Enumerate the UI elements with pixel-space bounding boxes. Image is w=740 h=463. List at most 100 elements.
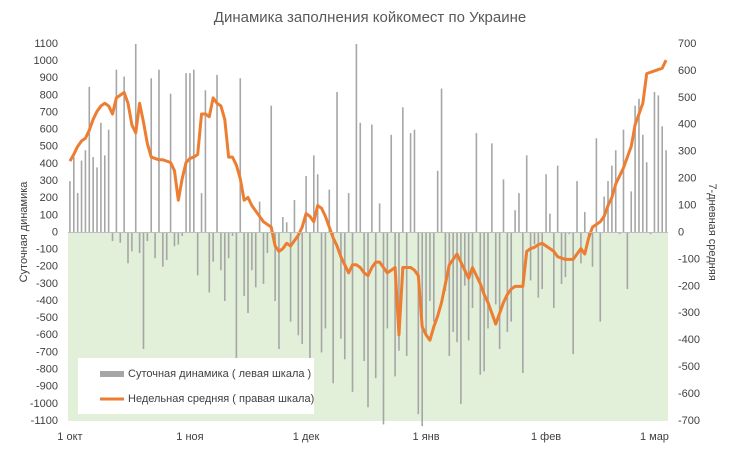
bar [599, 232, 602, 322]
bar [595, 138, 598, 233]
bar [107, 129, 110, 233]
bar [100, 122, 102, 233]
bar [324, 232, 327, 329]
bar [111, 232, 114, 242]
bar [572, 232, 574, 355]
bar [433, 232, 435, 322]
y2-tick-label: 200 [678, 173, 696, 185]
bar [491, 143, 493, 233]
y2-tick-label: 600 [678, 65, 696, 77]
bar [591, 232, 594, 267]
bar [332, 232, 334, 384]
bar [131, 232, 133, 252]
y-tick-label: -700 [36, 346, 58, 358]
bar [436, 170, 439, 233]
bar [498, 232, 501, 350]
bar [262, 232, 265, 284]
bar [154, 232, 156, 259]
bar [367, 232, 369, 408]
bar [80, 160, 83, 233]
y2-tick-label: -400 [678, 334, 700, 346]
bar [69, 181, 71, 233]
bar [405, 232, 408, 356]
bar [76, 193, 79, 233]
bar [193, 69, 195, 233]
bar [363, 232, 365, 362]
bar [92, 157, 94, 233]
y2-tick-label: 500 [678, 92, 696, 104]
bar [278, 232, 280, 350]
y-tick-label: -100 [36, 244, 58, 256]
bar [448, 232, 451, 356]
bar [301, 232, 303, 344]
bar [123, 76, 125, 233]
bar [266, 232, 269, 254]
bar [177, 232, 180, 245]
bar [343, 232, 346, 360]
bar [274, 232, 276, 302]
bar [564, 232, 567, 278]
y-tick-label: 1100 [34, 38, 58, 50]
x-tick-label: 1 дек [293, 431, 320, 443]
bar [231, 232, 234, 236]
x-tick-label: 1 мар [640, 431, 669, 443]
y-tick-label: -900 [36, 381, 58, 393]
y-tick-label: 500 [40, 141, 58, 153]
y-tick-label: -500 [36, 312, 58, 324]
bar [316, 174, 319, 233]
y-tick-label: -1000 [30, 398, 58, 410]
bar [96, 167, 98, 233]
bar [305, 175, 307, 233]
bar [138, 232, 141, 254]
bar [158, 69, 160, 233]
bar [440, 88, 443, 233]
line [68, 59, 668, 342]
bar [347, 193, 350, 233]
y2-tick-label: 700 [678, 38, 696, 50]
bar [398, 232, 400, 351]
bar [463, 232, 466, 286]
bar [134, 44, 137, 233]
bar [626, 232, 629, 290]
bar [657, 95, 660, 233]
bar [529, 232, 532, 281]
bar [642, 134, 644, 233]
y-tick-label: 0 [52, 226, 58, 238]
bar [553, 232, 555, 308]
bar [556, 165, 559, 233]
y-axis-label: Суточная динамика [18, 181, 30, 283]
bar [483, 232, 485, 372]
bar [622, 129, 625, 233]
bar [313, 155, 315, 233]
y-tick-label: 900 [40, 72, 58, 84]
chart-title: Динамика заполнения койкомест по Украине [214, 9, 526, 26]
y2-tick-label: 400 [678, 119, 696, 131]
bar [189, 73, 191, 233]
bar [293, 199, 296, 233]
bar [216, 74, 218, 233]
y2-axis-label: 7-дневная средняя [706, 183, 718, 280]
y2-tick-label: 100 [678, 199, 696, 211]
bar [320, 232, 323, 353]
bar [88, 86, 91, 233]
bar [417, 232, 420, 415]
bar [533, 232, 536, 245]
bar [270, 105, 273, 233]
bar [200, 193, 203, 233]
y-tick-label: 100 [40, 209, 58, 221]
bar [568, 232, 571, 235]
bar [103, 155, 106, 233]
bar [487, 232, 489, 329]
bar [549, 213, 551, 233]
bar [336, 91, 338, 233]
bar [127, 232, 129, 264]
bar [456, 232, 458, 343]
bar [204, 90, 207, 233]
bar [243, 232, 245, 296]
bar [340, 232, 342, 339]
bar [289, 232, 292, 322]
bar [359, 122, 362, 233]
x-tick-label: 1 ноя [176, 431, 203, 443]
bar [212, 232, 214, 262]
